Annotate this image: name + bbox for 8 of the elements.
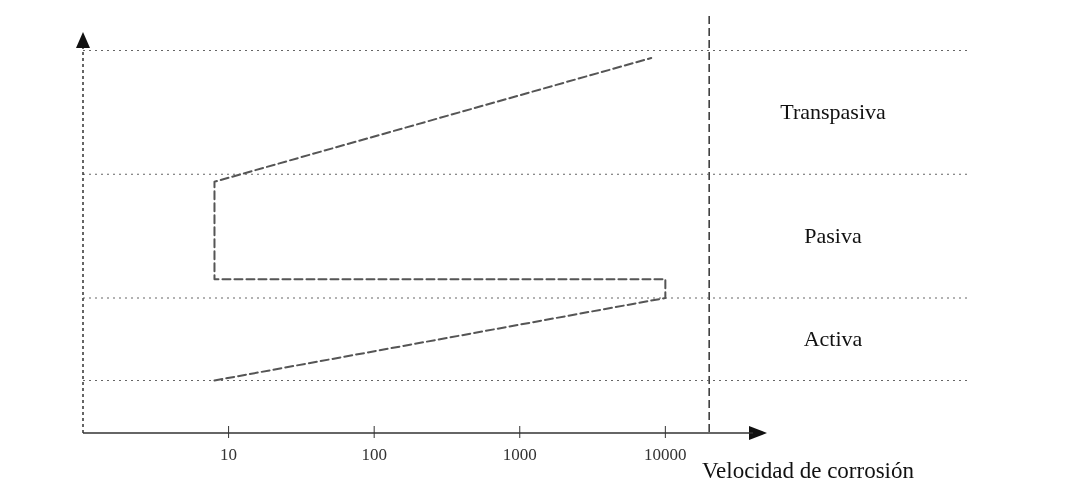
x-tick-label: 10 — [220, 445, 238, 464]
text: Transpasiva — [780, 99, 886, 125]
text: Pasiva — [804, 223, 862, 249]
x-tick-label: 100 — [361, 445, 387, 464]
x-tick-label: 1000 — [502, 445, 537, 464]
x-tick-label: 10000 — [644, 445, 687, 464]
x-axis-title: Velocidad de corrosión — [701, 458, 915, 483]
text: Activa — [803, 326, 863, 352]
